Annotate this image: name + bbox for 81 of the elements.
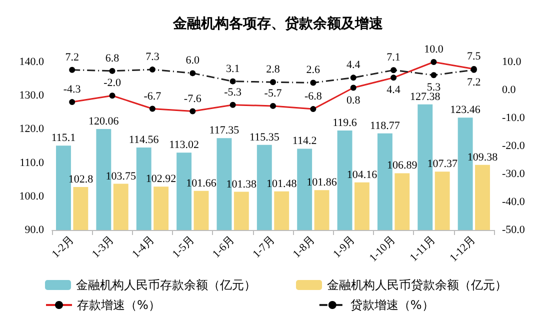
data-label: 106.89 xyxy=(387,160,418,172)
data-label: 2.6 xyxy=(306,64,321,76)
y2-tick-label: -50.0 xyxy=(502,224,526,236)
x-tick-label: 1-7月 xyxy=(250,234,278,260)
y-tick-label: 110.0 xyxy=(20,156,44,169)
data-label: 7.2 xyxy=(467,76,481,88)
data-label: 102.92 xyxy=(146,173,176,186)
point xyxy=(350,74,356,81)
y2-tick-label: -10.0 xyxy=(502,112,526,124)
data-label: 4.4 xyxy=(386,84,401,96)
x-tick-label: 1-3月 xyxy=(90,234,117,260)
point xyxy=(190,70,196,76)
y2-tick-label: -20.0 xyxy=(502,140,526,152)
x-tick-label: 1-12月 xyxy=(448,234,478,264)
x-tick-label: 1-2月 xyxy=(50,234,76,260)
data-label: 113.02 xyxy=(169,139,199,152)
data-label: 2.8 xyxy=(266,64,280,76)
data-label: 6.8 xyxy=(105,52,120,64)
y2-tick-label: -40.0 xyxy=(502,196,526,208)
point xyxy=(149,66,156,73)
x-tick-label: 1-11月 xyxy=(408,234,438,264)
y-tick-label: 90.0 xyxy=(24,224,44,236)
legend-label: 存款增速（%） xyxy=(77,298,160,312)
data-label: 115.35 xyxy=(249,131,280,144)
data-label: 107.37 xyxy=(427,158,458,170)
data-label: 109.38 xyxy=(467,151,498,164)
data-label: 101.38 xyxy=(226,178,258,190)
data-label: -6.7 xyxy=(144,90,162,102)
data-label: 120.06 xyxy=(88,116,120,128)
data-label: 7.5 xyxy=(467,50,482,62)
point xyxy=(230,78,236,84)
y-tick-label: 140.0 xyxy=(19,56,44,68)
data-label: 104.16 xyxy=(346,168,378,181)
data-label: 7.3 xyxy=(146,51,160,64)
data-label: 0.8 xyxy=(346,94,361,106)
data-label: 6.0 xyxy=(186,54,200,67)
data-label: -4.3 xyxy=(63,84,82,96)
data-label: -7.6 xyxy=(184,92,202,105)
data-label: 117.35 xyxy=(209,124,240,137)
x-tick-label: 1-10月 xyxy=(367,234,398,264)
data-label: 7.1 xyxy=(386,52,400,64)
data-label: -6.8 xyxy=(304,90,322,103)
data-label: 114.2 xyxy=(292,135,317,148)
y2-tick-label: -30.0 xyxy=(502,168,526,180)
data-label: 123.46 xyxy=(450,104,481,116)
data-label: 10.0 xyxy=(424,44,444,56)
y-tick-label: 120.0 xyxy=(19,123,44,136)
x-tick-label: 1-5月 xyxy=(170,234,197,260)
x-tick-label: 1-9月 xyxy=(330,234,358,260)
y2-tick-label: 10.0 xyxy=(502,56,522,68)
data-label: 119.6 xyxy=(332,117,358,130)
point xyxy=(430,72,437,78)
y2-tick-label: 0.0 xyxy=(502,84,516,96)
data-label: 3.1 xyxy=(226,62,240,75)
x-tick-label: 1-6月 xyxy=(210,234,238,260)
data-label: 103.75 xyxy=(106,170,136,182)
data-label: 7.2 xyxy=(65,51,79,64)
point xyxy=(390,67,397,74)
legend-label: 金融机构人民币贷款余额（亿元） xyxy=(327,278,507,292)
legend-label: 金融机构人民币存款余额（亿元） xyxy=(76,278,256,292)
point xyxy=(310,80,316,86)
data-label: 101.48 xyxy=(266,178,298,190)
data-label: 101.66 xyxy=(186,177,217,190)
point xyxy=(109,68,116,74)
x-tick-label: 1-4月 xyxy=(130,234,157,260)
y-tick-label: 100.0 xyxy=(19,190,44,202)
data-label: 118.77 xyxy=(370,120,400,132)
point xyxy=(270,79,276,86)
legend-label: 贷款增速（%） xyxy=(350,298,434,312)
data-label: 115.1 xyxy=(51,132,76,144)
data-label: -2.0 xyxy=(104,77,122,90)
y-tick-label: 130.0 xyxy=(19,90,44,102)
data-label: -5.7 xyxy=(264,87,282,100)
x-tick-label: 1-8月 xyxy=(290,234,318,260)
data-label: 102.8 xyxy=(68,173,94,186)
data-label: 101.86 xyxy=(306,176,338,189)
point xyxy=(69,66,76,73)
data-label: 4.4 xyxy=(346,59,361,72)
data-label: 114.56 xyxy=(128,134,160,146)
chart-title: 金融机构各项存、贷款余额及增速 xyxy=(172,15,384,32)
data-label: -5.3 xyxy=(224,86,242,98)
